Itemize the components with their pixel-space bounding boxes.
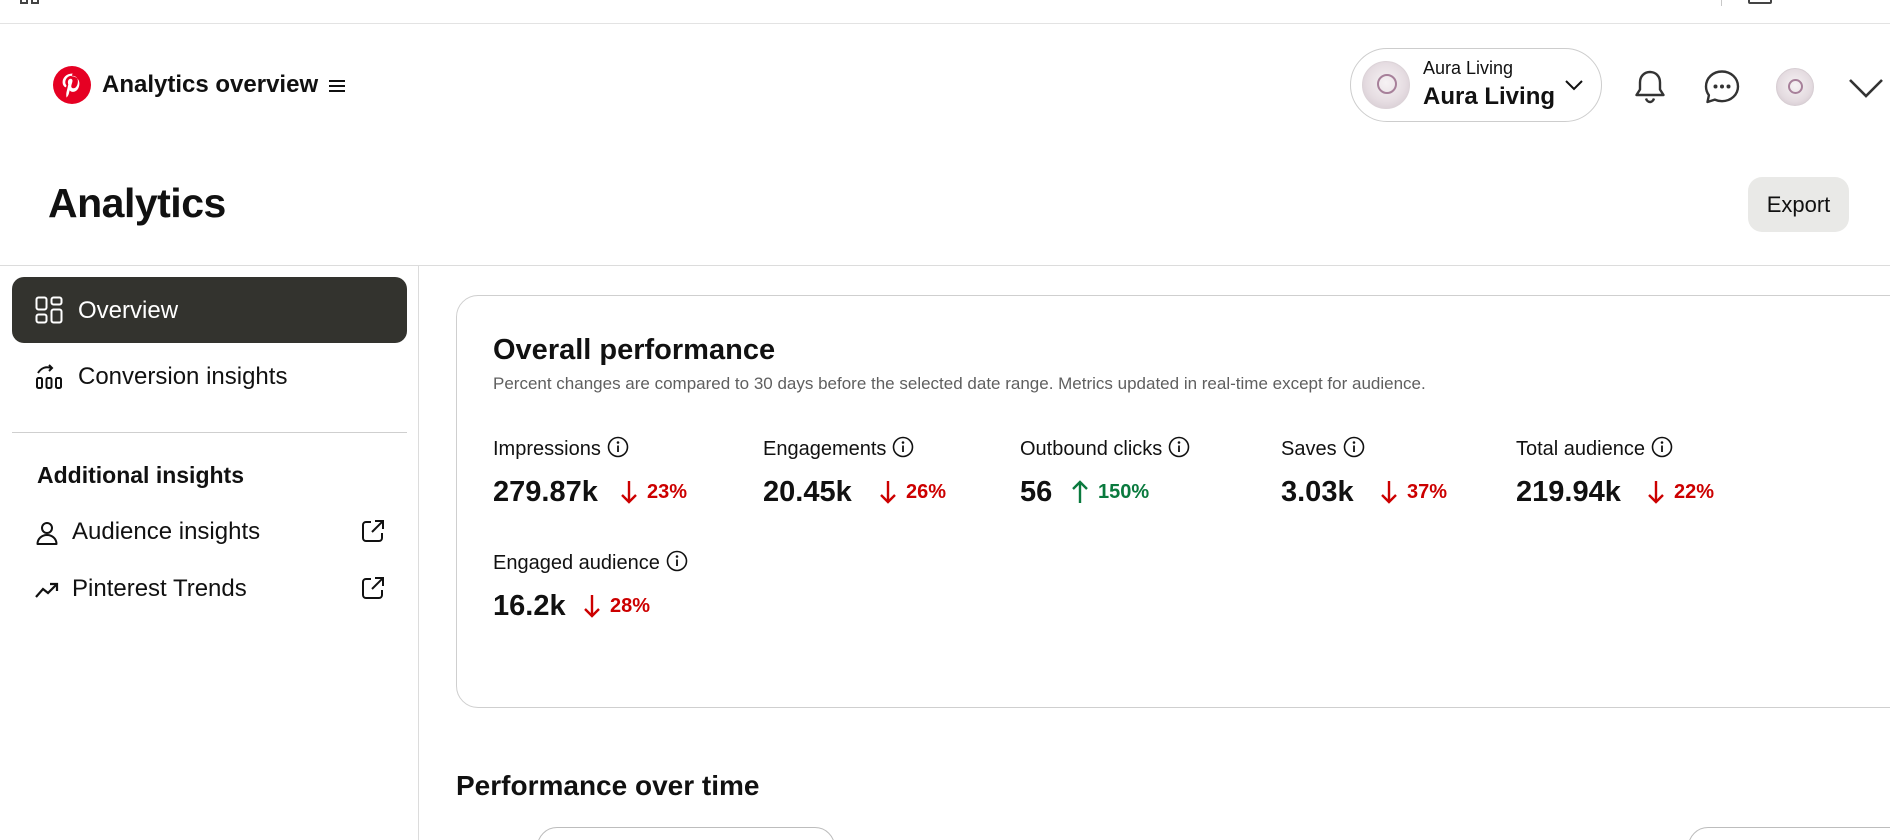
info-icon[interactable]	[666, 550, 688, 572]
info-icon[interactable]	[892, 436, 914, 458]
metric-change-value: 37%	[1407, 480, 1448, 503]
browser-top-strip	[0, 0, 1890, 24]
external-link-icon	[362, 577, 384, 599]
messages-icon[interactable]	[1699, 64, 1745, 110]
arrow-down-icon	[621, 481, 637, 504]
metric-label-text: Engaged audience	[493, 552, 660, 574]
sidebar-link-pinterest-trends[interactable]: Pinterest Trends	[12, 565, 407, 613]
metric-change: 28%	[582, 590, 650, 622]
metric-label-text: Saves	[1281, 438, 1337, 460]
metric-label: Engaged audience	[493, 550, 688, 575]
user-avatar[interactable]	[1776, 68, 1814, 106]
card-title: Overall performance	[493, 334, 776, 366]
sidebar-link-label: Pinterest Trends	[72, 575, 247, 602]
info-icon[interactable]	[607, 436, 629, 458]
metric-label: Total audience	[1516, 436, 1673, 461]
account-avatar	[1362, 61, 1410, 109]
grid-icon	[35, 296, 63, 324]
performance-over-time-heading: Performance over time	[456, 770, 760, 801]
metric-label-text: Impressions	[493, 438, 601, 460]
account-switcher[interactable]: Aura Living Aura Living	[1350, 48, 1602, 122]
pinterest-logo-icon[interactable]	[53, 66, 91, 104]
arrow-down-icon	[1648, 481, 1664, 504]
arrow-down-icon	[584, 595, 600, 618]
account-label-small: Aura Living	[1423, 58, 1514, 78]
hamburger-menu-icon[interactable]	[328, 74, 346, 98]
metric-change: 23%	[619, 476, 687, 508]
info-icon[interactable]	[1651, 436, 1673, 458]
metric-label: Engagements	[763, 436, 914, 461]
sidebar-item-label: Overview	[78, 297, 179, 324]
metric-change-value: 22%	[1674, 480, 1715, 503]
sidebar-link-audience-insights[interactable]: Audience insights	[12, 508, 407, 556]
metric-label: Outbound clicks	[1020, 436, 1190, 461]
export-button[interactable]: Export	[1748, 177, 1849, 232]
overall-performance-card: Overall performance Percent changes are …	[456, 295, 1890, 708]
info-icon[interactable]	[1343, 436, 1365, 458]
info-icon[interactable]	[1168, 436, 1190, 458]
conversion-chart-icon	[36, 364, 62, 389]
strip-divider	[1721, 0, 1722, 6]
external-link-icon	[362, 520, 384, 542]
window-icon[interactable]	[1748, 0, 1772, 4]
arrow-up-icon	[1072, 480, 1088, 503]
metric-change: 22%	[1646, 476, 1714, 508]
person-icon	[36, 522, 58, 545]
metric-label-text: Outbound clicks	[1020, 438, 1163, 460]
metric-change-value: 150%	[1098, 480, 1150, 503]
metric-change-value: 26%	[906, 480, 947, 503]
sidebar-item-label: Conversion insights	[78, 363, 288, 390]
metric-label: Impressions	[493, 436, 629, 461]
sidebar-section-divider	[12, 432, 407, 433]
metric-value: 56	[1020, 476, 1053, 508]
card-subtitle: Percent changes are compared to 30 days …	[493, 374, 1426, 393]
sidebar-link-label: Audience insights	[72, 518, 261, 545]
top-header: Analytics overview Aura Living Aura Livi…	[0, 24, 1890, 144]
date-range-dropdown[interactable]	[537, 827, 835, 840]
sidebar-item-conversion-insights[interactable]: Conversion insights	[12, 343, 407, 409]
arrow-down-icon	[1381, 481, 1397, 504]
metric-value: 16.2k	[493, 590, 566, 622]
metric-value: 3.03k	[1281, 476, 1354, 508]
account-menu-chevron-icon[interactable]	[1847, 74, 1885, 102]
additional-insights-heading: Additional insights	[37, 462, 244, 488]
account-name: Aura Living	[1423, 83, 1556, 110]
metric-change: 37%	[1379, 476, 1447, 508]
arrow-down-icon	[880, 481, 896, 504]
metric-change-value: 23%	[647, 480, 688, 503]
filter-dropdown[interactable]	[1688, 827, 1890, 840]
metric-label: Saves	[1281, 436, 1365, 461]
metric-change: 26%	[878, 476, 946, 508]
metric-value: 279.87k	[493, 476, 598, 508]
apps-grid-icon[interactable]	[20, 0, 40, 4]
app-title: Analytics overview	[102, 71, 319, 98]
chevron-down-icon	[1565, 80, 1583, 91]
metric-value: 219.94k	[1516, 476, 1621, 508]
notifications-bell-icon[interactable]	[1627, 64, 1673, 110]
header-divider	[0, 265, 1890, 266]
sidebar-divider	[418, 265, 419, 840]
metric-value: 20.45k	[763, 476, 852, 508]
sidebar-item-overview[interactable]: Overview	[12, 277, 407, 343]
metric-change-value: 28%	[610, 594, 651, 617]
trend-up-icon	[35, 582, 59, 598]
metric-change: 150%	[1070, 476, 1149, 508]
page-title: Analytics	[48, 180, 226, 226]
metric-label-text: Total audience	[1516, 438, 1645, 460]
metric-label-text: Engagements	[763, 438, 887, 460]
